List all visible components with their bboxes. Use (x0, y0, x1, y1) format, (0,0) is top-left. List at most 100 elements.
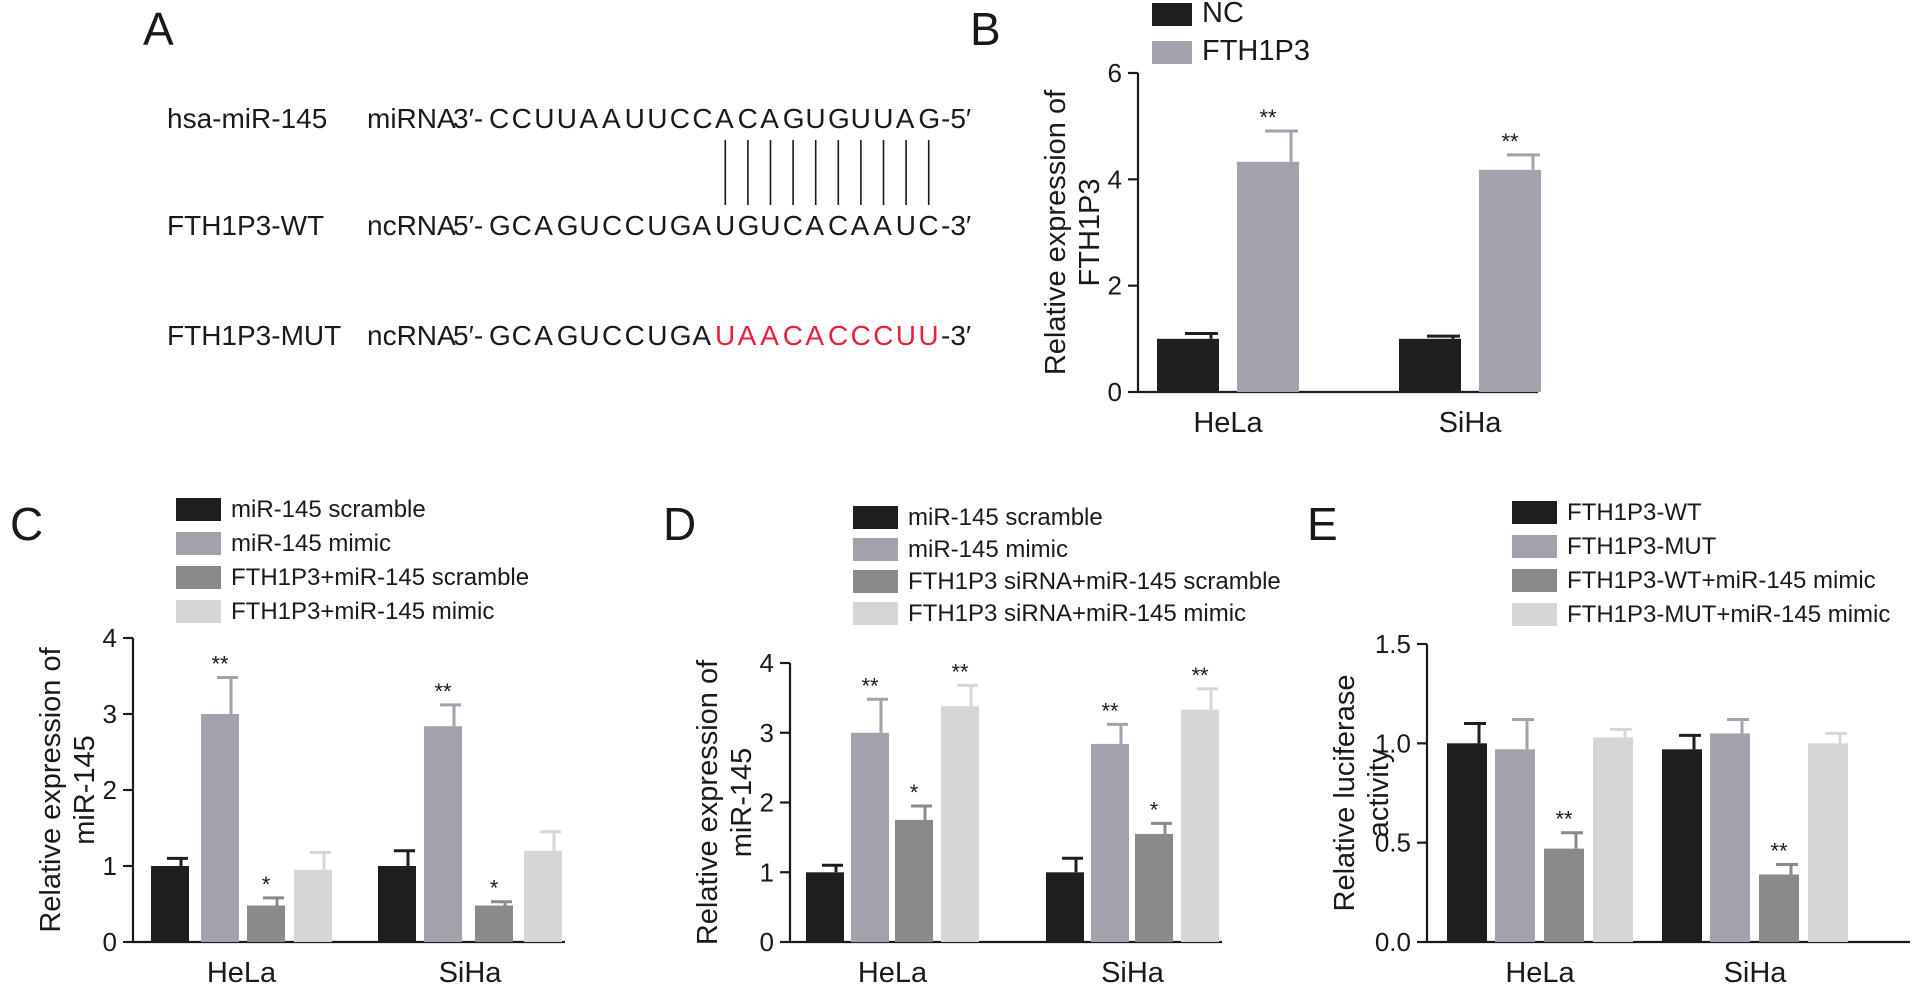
bar (1710, 733, 1750, 942)
nucleotide: U (851, 103, 871, 134)
y-axis-label-line: miR-145 (726, 748, 758, 858)
legend-label: FTH1P3 siRNA+miR-145 scramble (908, 568, 1281, 595)
bar (1091, 743, 1129, 942)
y-tick-label: 4 (1108, 164, 1122, 194)
bar (1495, 749, 1535, 942)
nucleotide: C (602, 210, 622, 241)
nucleotide: A (851, 210, 870, 241)
legend-label: FTH1P3-MUT+miR-145 mimic (1567, 601, 1890, 628)
bar (201, 714, 239, 942)
bar (1046, 872, 1084, 943)
significance-marker: ** (1191, 663, 1209, 688)
nucleotide: C (512, 210, 532, 241)
significance-marker: * (262, 872, 271, 897)
nucleotide: U (647, 103, 667, 134)
legend-swatch (1512, 569, 1557, 592)
nucleotide: G (918, 103, 940, 134)
legend-label: FTH1P3+miR-145 mimic (231, 598, 494, 625)
y-axis-label-line: Relative expression of (692, 659, 724, 945)
legend-label: FTH1P3-MUT (1567, 533, 1717, 560)
mutated-nucleotide: U (896, 320, 916, 351)
bar (851, 732, 889, 943)
nucleotide: C (738, 103, 758, 134)
nucleotide: A (760, 103, 779, 134)
y-tick-label: 2 (103, 775, 117, 805)
legend-swatch (1152, 3, 1192, 26)
significance-marker: ** (1501, 129, 1519, 154)
bar (1479, 169, 1541, 392)
y-tick-label: 2 (1108, 271, 1122, 301)
legend-swatch (176, 566, 221, 589)
legend-label: FTH1P3-WT (1567, 499, 1702, 526)
nucleotide: A (805, 210, 824, 241)
bar (1759, 874, 1799, 942)
nucleotide: U (579, 320, 599, 351)
y-axis-label-line: activity (1363, 748, 1395, 837)
mutated-nucleotide: C (873, 320, 893, 351)
nucleotide: U (534, 103, 554, 134)
category-label: HeLa (1193, 407, 1263, 439)
bar (1447, 743, 1487, 942)
bar (378, 866, 416, 942)
legend-swatch (1152, 41, 1192, 64)
legend-label: miR-145 mimic (908, 536, 1068, 563)
significance-marker: ** (1770, 839, 1788, 864)
panel-label-a: A (143, 3, 174, 55)
nucleotide: C (489, 103, 509, 134)
nucleotide: C (512, 320, 532, 351)
legend-swatch (853, 570, 898, 593)
y-tick-label: 3 (760, 718, 774, 748)
seq-row-suffix: -3′ (941, 320, 971, 351)
nucleotide: C (625, 320, 645, 351)
y-axis-label: Relative expression ofmiR-145 (692, 659, 758, 945)
y-tick-label: 0.5 (1375, 828, 1411, 858)
nucleotide: C (602, 320, 622, 351)
y-tick-label: 2 (760, 788, 774, 818)
y-axis-label-line: FTH1P3 (1074, 179, 1106, 287)
nucleotide: A (602, 103, 621, 134)
nucleotide: A (692, 210, 711, 241)
significance-marker: ** (211, 652, 229, 677)
bar (1662, 749, 1702, 942)
legend-swatch (853, 602, 898, 625)
y-tick-label: 4 (103, 623, 117, 653)
y-axis-label: Relative expression ofFTH1P3 (1040, 89, 1106, 375)
nucleotide: A (692, 320, 711, 351)
bar (294, 869, 332, 942)
bar (247, 905, 285, 942)
nucleotide: G (738, 210, 760, 241)
legend-label: miR-145 mimic (231, 530, 391, 557)
category-label: SiHa (1439, 407, 1503, 439)
nucleotide: G (489, 320, 511, 351)
nucleotide: C (512, 103, 532, 134)
bar (895, 819, 933, 942)
category-label: HeLa (1505, 957, 1575, 989)
significance-marker: ** (861, 673, 879, 698)
nucleotide: A (534, 210, 553, 241)
nucleotide: A (896, 103, 915, 134)
panel-label-e: E (1307, 498, 1338, 550)
nucleotide: A (534, 320, 553, 351)
legend-label: miR-145 scramble (231, 496, 426, 523)
seq-row-type: ncRNA (367, 210, 456, 241)
nucleotide: U (715, 210, 735, 241)
nucleotide: G (828, 103, 850, 134)
nucleotide: U (625, 103, 645, 134)
y-axis-label-line: Relative expression of (35, 646, 67, 932)
category-label: SiHa (1724, 957, 1788, 989)
nucleotide: U (896, 210, 916, 241)
legend-swatch (853, 506, 898, 529)
mutated-nucleotide: C (828, 320, 848, 351)
mutated-nucleotide: U (715, 320, 735, 351)
bar (1237, 161, 1299, 392)
bar (424, 726, 462, 942)
nucleotide: C (783, 210, 803, 241)
bar (806, 872, 844, 943)
nucleotide: U (647, 210, 667, 241)
y-tick-label: 0 (1108, 377, 1122, 407)
significance-marker: ** (1101, 698, 1119, 723)
legend-label: miR-145 scramble (908, 504, 1103, 531)
seq-row-type: miRNA (367, 103, 456, 134)
